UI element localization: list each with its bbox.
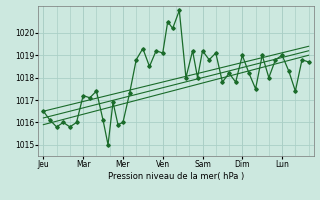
X-axis label: Pression niveau de la mer( hPa ): Pression niveau de la mer( hPa ) [108, 172, 244, 181]
